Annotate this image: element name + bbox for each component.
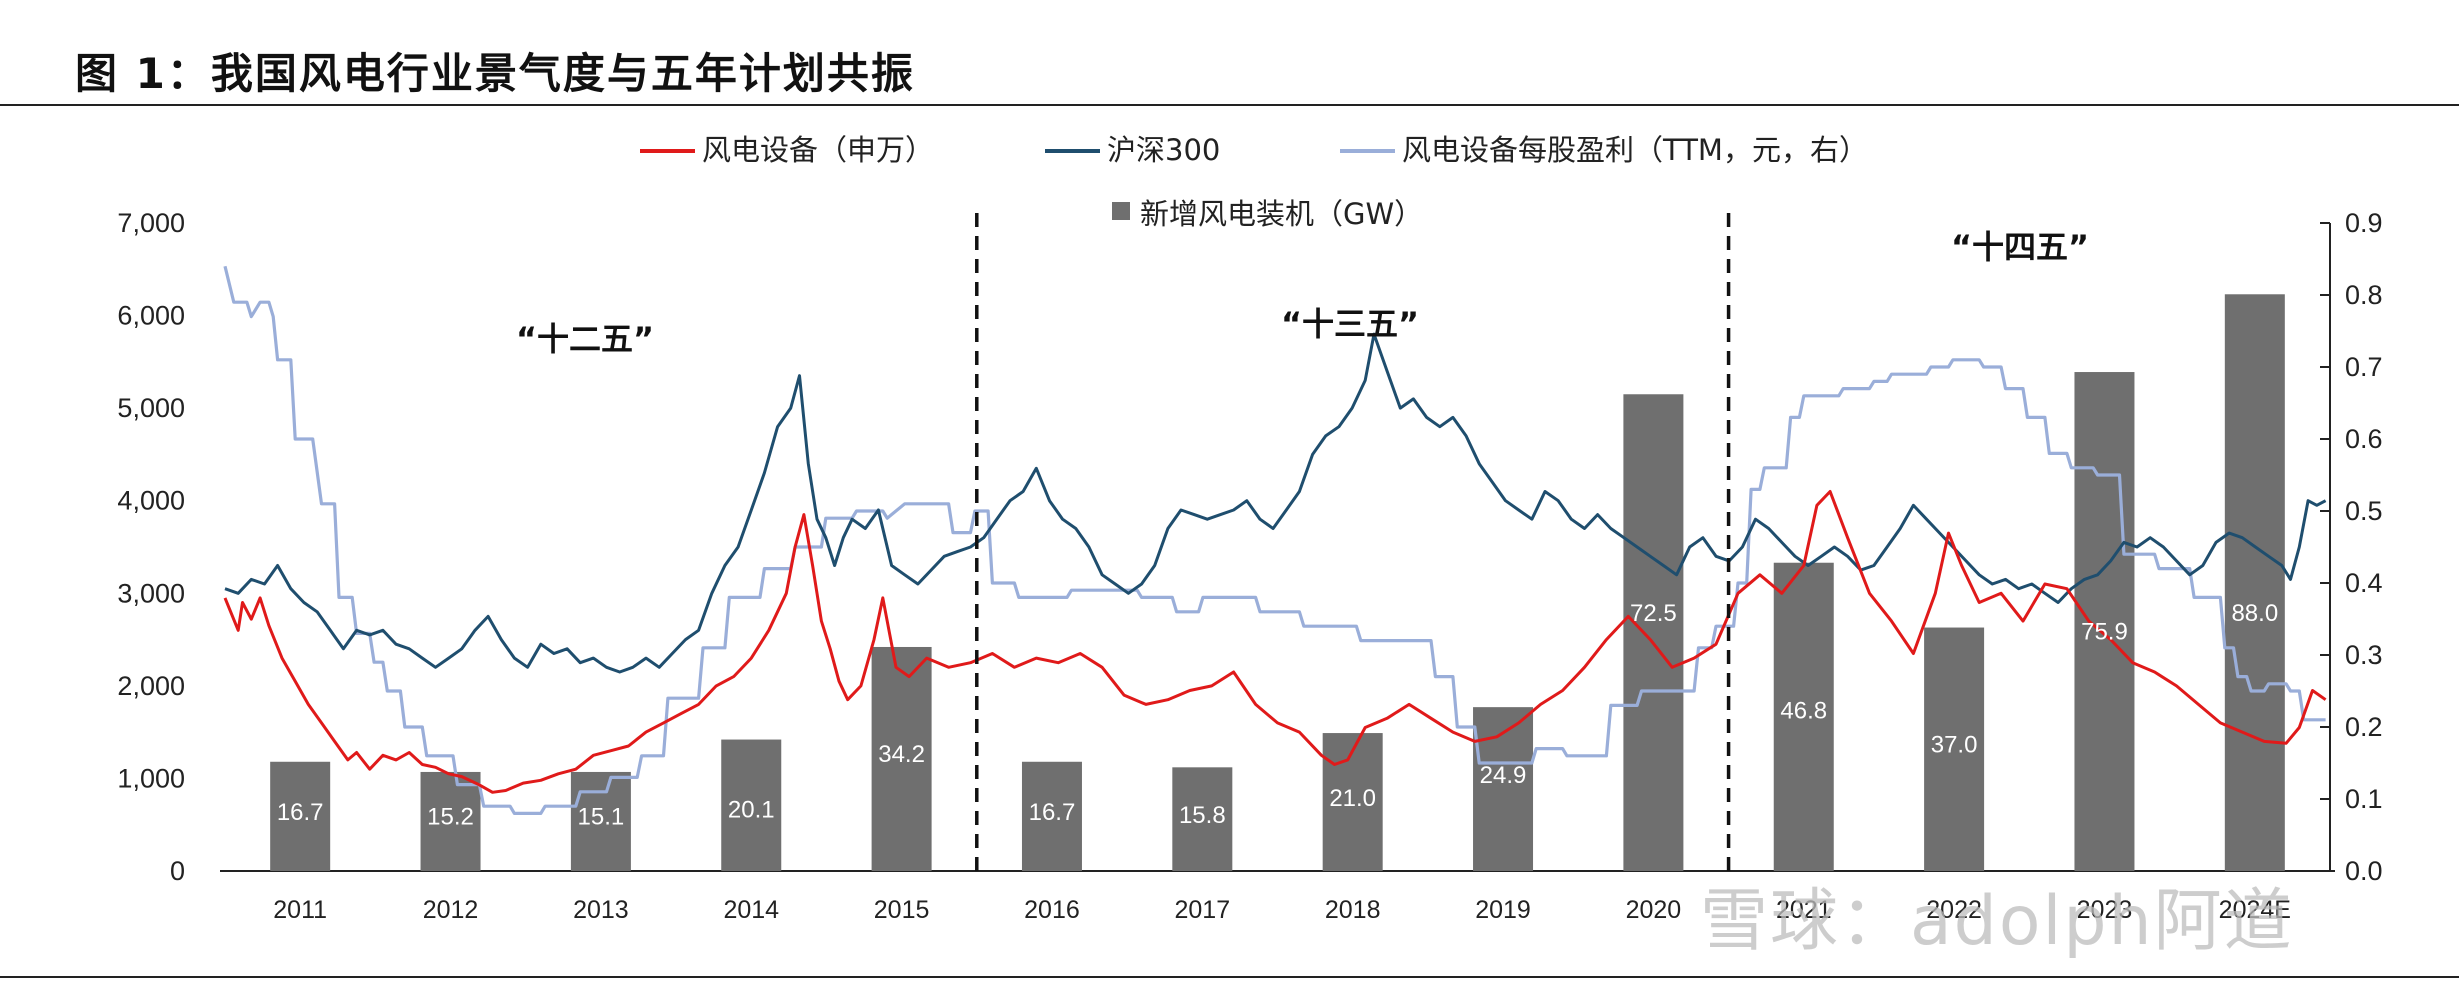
bar-value-label: 72.5	[1630, 600, 1677, 627]
x-tick-label: 2013	[573, 896, 629, 924]
bar	[1623, 394, 1684, 871]
right-tick-label: 0.1	[2345, 784, 2383, 814]
right-tick-label: 0.4	[2345, 568, 2383, 598]
series-line	[224, 332, 2327, 674]
x-tick-label: 2020	[1626, 896, 1682, 924]
right-tick-label: 0.8	[2345, 280, 2383, 310]
legend-label: 风电设备（申万）	[702, 133, 934, 167]
x-tick-label: 2015	[874, 896, 930, 924]
x-tick-label: 2011	[273, 896, 327, 924]
period-label: “十二五”	[516, 320, 654, 358]
title-divider	[0, 104, 2459, 106]
bar-value-label: 37.0	[1931, 732, 1978, 759]
bar-value-label: 46.8	[1780, 697, 1827, 724]
bar-value-label: 75.9	[2081, 619, 2128, 646]
line-series	[223, 265, 2327, 816]
x-tick-label: 2019	[1475, 896, 1531, 924]
x-tick-label: 2016	[1024, 896, 1080, 924]
legend-label: 新增风电装机（GW）	[1140, 197, 1423, 231]
bar	[1924, 627, 1985, 871]
bar	[420, 771, 481, 871]
right-tick-label: 0.3	[2345, 640, 2383, 670]
legend-swatch	[1112, 202, 1130, 220]
period-label: “十三五”	[1281, 305, 1419, 343]
bottom-divider	[0, 976, 2459, 978]
bar-value-label: 88.0	[2231, 600, 2278, 627]
bar-value-label: 21.0	[1329, 785, 1376, 812]
period-labels: “十二五” “十三五” “十四五”	[516, 228, 2089, 358]
x-tick-label: 2017	[1175, 896, 1231, 924]
bar-series	[270, 294, 2285, 871]
bar-value-label: 15.2	[427, 804, 474, 831]
left-tick-label: 6,000	[117, 301, 185, 331]
x-tick-label: 2014	[723, 896, 779, 924]
bar	[721, 739, 782, 871]
bar-labels: 16.7 15.2 15.1 20.1 34.2 16.7 15.8 21.0 24.9 72.5…	[277, 600, 2278, 831]
x-tick-label: 2024E	[2219, 896, 2291, 924]
figure-title: 图 1：我国风电行业景气度与五年计划共振	[75, 49, 915, 98]
x-tick-label: 2012	[423, 896, 479, 924]
bar-value-label: 24.9	[1480, 762, 1527, 789]
right-axis: 0.0 0.1 0.2 0.3 0.4 0.5 0.6 0.7 0.8 0.9	[2320, 208, 2383, 886]
x-tick-label: 2022	[1926, 896, 1982, 924]
x-tick-label: 2021	[1776, 896, 1832, 924]
period-dividers	[975, 213, 1731, 871]
right-tick-label: 0.7	[2345, 352, 2383, 382]
legend-label: 风电设备每股盈利（TTM，元，右）	[1402, 133, 1868, 167]
left-tick-label: 4,000	[117, 486, 185, 516]
right-tick-label: 0.9	[2345, 208, 2383, 238]
bar	[1322, 733, 1383, 871]
bar	[270, 761, 331, 871]
left-tick-label: 0	[170, 856, 185, 886]
bar-value-label: 20.1	[728, 796, 775, 823]
left-tick-label: 5,000	[117, 393, 185, 423]
x-tick-label: 2023	[2077, 896, 2133, 924]
bar	[1773, 562, 1834, 871]
bar	[1021, 761, 1082, 871]
left-tick-label: 3,000	[117, 578, 185, 608]
bar-value-label: 15.1	[578, 804, 625, 831]
right-tick-label: 0.5	[2345, 496, 2383, 526]
bar-value-label: 16.7	[277, 799, 324, 826]
x-tick-label: 2018	[1325, 896, 1381, 924]
bar	[1172, 767, 1233, 871]
x-axis: 2011 2012 2013 2014 2015 2016 2017 2018 2019 2020…	[273, 896, 2291, 924]
bar	[2224, 294, 2285, 871]
bar-value-label: 34.2	[878, 741, 925, 768]
bar	[570, 771, 631, 871]
left-tick-label: 2,000	[117, 671, 185, 701]
period-label: “十四五”	[1951, 228, 2089, 266]
left-tick-label: 1,000	[117, 763, 185, 793]
bar-value-label: 15.8	[1179, 802, 1226, 829]
left-tick-label: 7,000	[117, 208, 185, 238]
watermark: 雪球：adolph阿道	[1700, 882, 2294, 961]
series-line	[223, 265, 2326, 816]
legend-label: 沪深300	[1107, 133, 1220, 167]
right-tick-label: 0.6	[2345, 424, 2383, 454]
bar	[2074, 372, 2135, 871]
legend: 风电设备（申万） 沪深300 风电设备每股盈利（TTM，元，右） 新增风电装机（GW）	[640, 133, 1868, 231]
right-tick-label: 0.2	[2345, 712, 2383, 742]
bar-value-label: 16.7	[1029, 799, 1076, 826]
right-tick-label: 0.0	[2345, 856, 2383, 886]
bar	[871, 646, 932, 871]
series-line	[223, 490, 2327, 794]
